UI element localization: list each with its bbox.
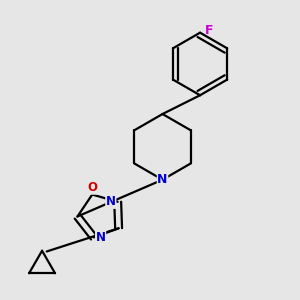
Text: N: N bbox=[106, 195, 116, 208]
Text: F: F bbox=[205, 24, 213, 37]
Text: N: N bbox=[157, 173, 168, 186]
Text: O: O bbox=[87, 181, 97, 194]
Text: N: N bbox=[96, 231, 106, 244]
